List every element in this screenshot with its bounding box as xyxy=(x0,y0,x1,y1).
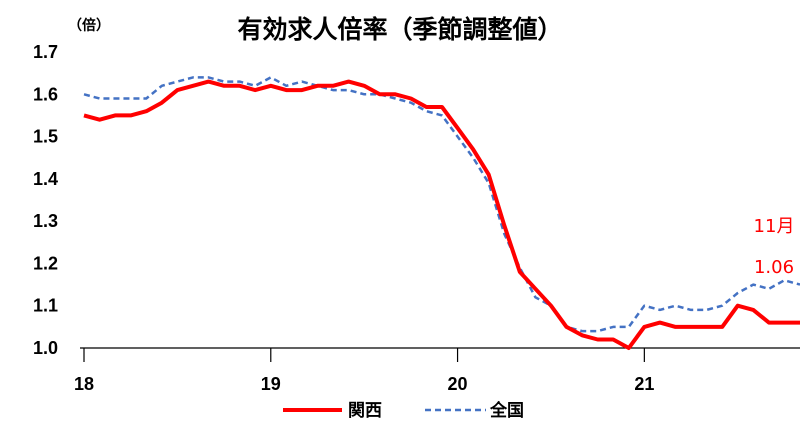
annotation-month: 11月 xyxy=(754,216,795,237)
series-layer xyxy=(83,76,800,350)
y-tick-label: 1.7 xyxy=(33,42,58,62)
y-tick-label: 1.0 xyxy=(33,338,58,358)
series-line-zenkoku xyxy=(83,76,800,333)
x-tick-label: 19 xyxy=(261,374,281,394)
y-tick-label: 1.4 xyxy=(33,169,58,189)
x-axis: 18 19 20 21 xyxy=(74,348,654,394)
x-tick-label: 21 xyxy=(634,374,654,394)
x-tick-label: 18 xyxy=(74,374,94,394)
y-tick-label: 1.1 xyxy=(33,296,58,316)
annotation-value: 1.06 xyxy=(754,257,794,278)
y-axis-unit: （倍） xyxy=(68,17,110,34)
legend-label-zenkoku: 全国 xyxy=(489,400,524,421)
x-tick-label: 20 xyxy=(448,374,468,394)
y-tick-label: 1.3 xyxy=(33,211,58,231)
series-line-kansai xyxy=(83,79,800,350)
chart-title: 有効求人倍率（季節調整値） xyxy=(237,15,562,44)
y-tick-label: 1.6 xyxy=(33,84,58,104)
y-tick-label: 1.5 xyxy=(33,127,58,147)
y-axis: 1.0 1.1 1.2 1.3 1.4 1.5 1.6 1.7 xyxy=(33,42,58,358)
y-tick-label: 1.2 xyxy=(33,253,58,273)
legend: 関西 全国 xyxy=(283,400,524,421)
legend-label-kansai: 関西 xyxy=(348,401,382,421)
